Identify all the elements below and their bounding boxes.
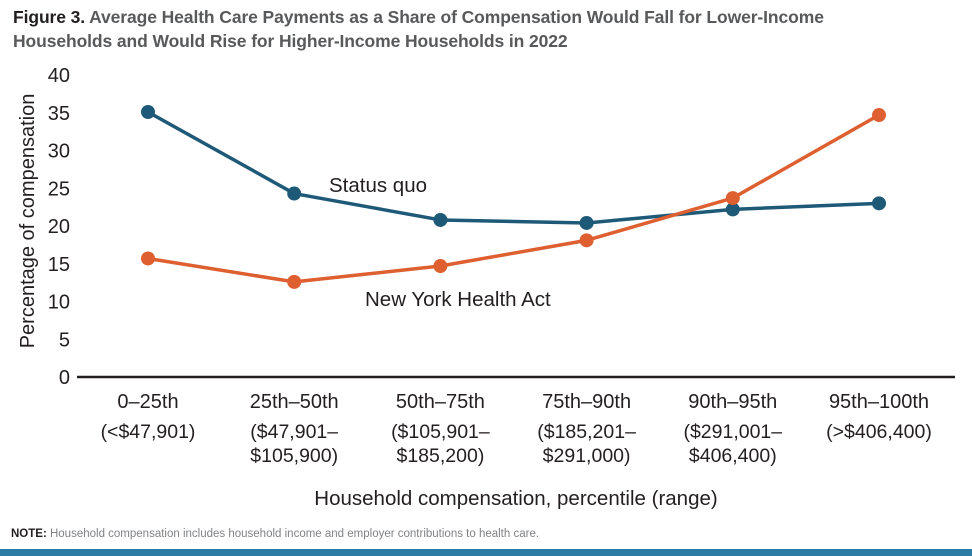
data-point <box>579 233 594 248</box>
x-range-label: ($47,901– <box>250 421 338 443</box>
y-tick-label: 35 <box>48 103 70 125</box>
y-tick-label: 15 <box>48 254 70 276</box>
x-tick-label: 75th–90th <box>542 391 631 413</box>
y-tick-label: 20 <box>48 216 70 238</box>
data-point <box>287 274 302 289</box>
figure-label: Figure 3. <box>13 7 86 27</box>
y-tick-label: 10 <box>48 292 70 314</box>
series-label-0: Status quo <box>329 174 427 197</box>
figure-title: Figure 3. Average Health Care Payments a… <box>13 6 898 53</box>
x-tick-label: 0–25th <box>117 391 178 413</box>
data-point <box>141 104 155 119</box>
data-point <box>872 108 886 123</box>
x-range-label: (<$47,901) <box>101 421 196 443</box>
chart-canvas: 0 5 10 15 20 25 30 35 40 Percentage of compensati… <box>17 65 955 510</box>
data-point <box>725 191 740 206</box>
data-point <box>433 259 448 274</box>
figure-note: NOTE: Household compensation includes ho… <box>11 528 539 540</box>
data-point <box>141 251 155 266</box>
x-range-label: (>$406,400) <box>826 421 932 443</box>
y-axis-title: Percentage of compensation <box>17 94 39 349</box>
x-range-label: $105,900) <box>250 445 338 467</box>
x-range-label: $291,000) <box>543 445 631 467</box>
x-range-label: ($185,201– <box>537 421 636 443</box>
x-range-label: ($291,001– <box>683 421 782 443</box>
note-label: NOTE: <box>11 528 47 540</box>
y-tick-label: 25 <box>48 178 70 200</box>
x-range-label: $406,400) <box>689 445 777 467</box>
x-range-label: $185,200) <box>396 445 484 467</box>
footer-accent-bar <box>0 549 972 556</box>
y-tick-label: 0 <box>59 367 70 389</box>
x-range-label: ($105,901– <box>391 421 490 443</box>
note-text: Household compensation includes househol… <box>49 528 540 540</box>
figure-title-text: Average Health Care Payments as a Share … <box>13 7 824 51</box>
data-point <box>287 186 302 201</box>
series-line-1 <box>147 113 880 284</box>
data-point <box>579 215 594 230</box>
y-tick-label: 30 <box>48 141 70 163</box>
data-point <box>872 196 886 211</box>
series-label-1: New York Health Act <box>365 288 551 311</box>
y-tick-label: 40 <box>48 65 70 87</box>
x-tick-label: 50th–75th <box>396 391 485 413</box>
data-point <box>433 212 448 227</box>
x-axis-title: Household compensation, percentile (rang… <box>314 487 717 510</box>
x-tick-label: 25th–50th <box>250 391 339 413</box>
series-line-0 <box>147 110 880 225</box>
y-tick-label: 5 <box>59 329 70 351</box>
data-point <box>725 202 740 217</box>
x-tick-label: 95th–100th <box>829 391 929 413</box>
x-tick-label: 90th–95th <box>688 391 777 413</box>
